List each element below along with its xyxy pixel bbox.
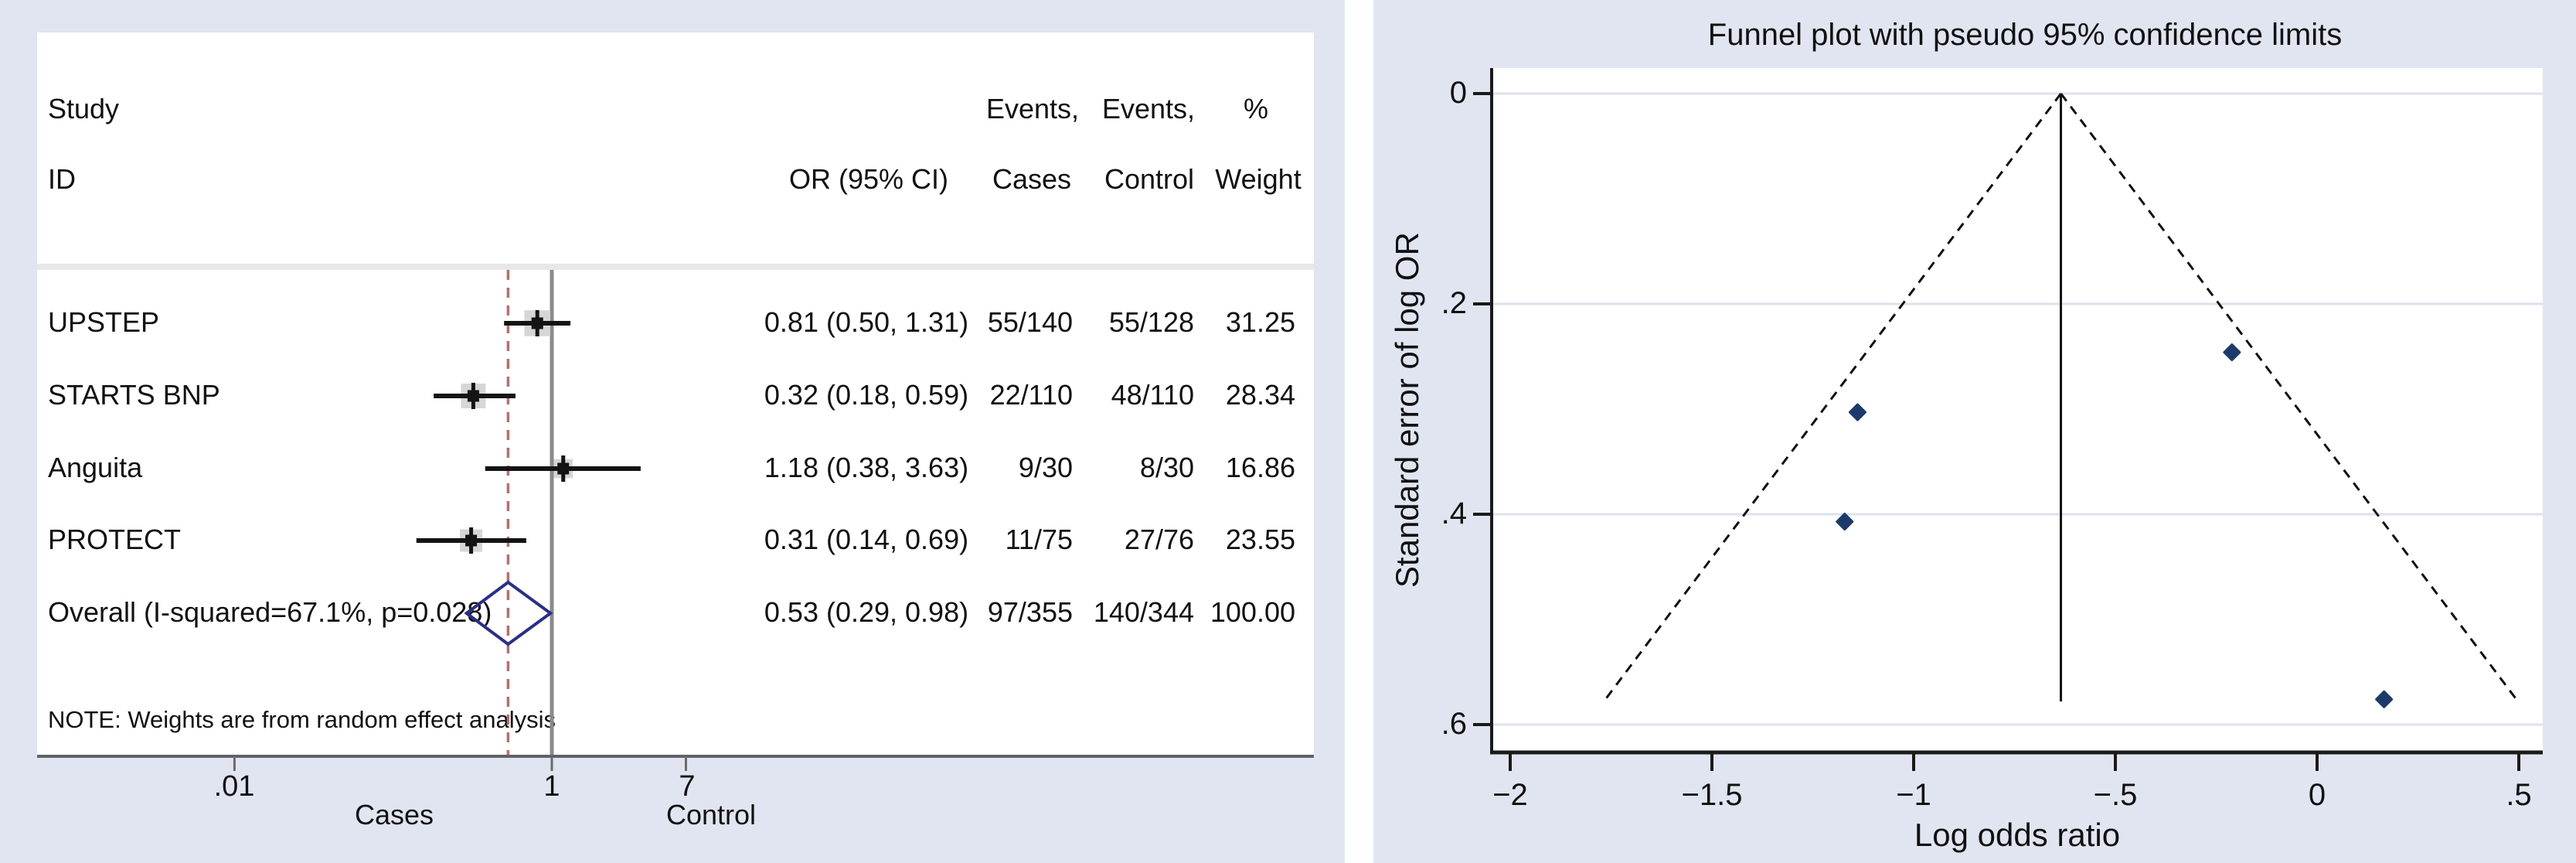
forest-overall-diamond bbox=[464, 580, 553, 646]
funnel-xtick-label--1.5: −1.5 bbox=[1681, 778, 1743, 812]
funnel-title: Funnel plot with pseudo 95% confidence l… bbox=[1707, 18, 2343, 52]
forest-row-weight: 28.34 bbox=[1225, 379, 1295, 411]
funnel-ytick-label-.6: .6 bbox=[1441, 707, 1467, 741]
forest-xtick-label-1: 1 bbox=[543, 770, 560, 803]
funnel-ytick-label-.2: .2 bbox=[1441, 286, 1467, 320]
forest-plot-panel: Study ID Events, Events, % OR (95% CI) C… bbox=[0, 0, 1345, 863]
forest-header-id: ID bbox=[48, 163, 76, 195]
forest-row-label: PROTECT bbox=[48, 524, 182, 555]
funnel-xtick-label--2: −2 bbox=[1492, 778, 1528, 812]
funnel-plot-panel: Funnel plot with pseudo 95% confidence l… bbox=[1373, 0, 2576, 863]
forest-axis-sublabel-control: Control bbox=[665, 799, 757, 831]
forest-row-events-control: 55/128 bbox=[1108, 306, 1194, 338]
funnel-point-anguita bbox=[2375, 690, 2394, 708]
forest-row-events-control: 8/30 bbox=[1139, 452, 1194, 483]
forest-row-label: Anguita bbox=[48, 452, 143, 483]
forest-row-or-ci: 0.31 (0.14, 0.69) bbox=[764, 524, 969, 555]
funnel-xtick-label-0: 0 bbox=[2308, 778, 2326, 812]
forest-row-or-ci: 1.18 (0.38, 3.63) bbox=[764, 452, 969, 483]
forest-overall-weight: 100.00 bbox=[1210, 596, 1295, 628]
funnel-xtick-label-.5: .5 bbox=[2506, 778, 2532, 812]
funnel-xtick-label--.5: −.5 bbox=[2093, 778, 2138, 812]
funnel-xtick-label--1: −1 bbox=[1896, 778, 1931, 812]
forest-point-marker-upstep bbox=[531, 317, 543, 329]
forest-row-events-control: 48/110 bbox=[1111, 379, 1194, 411]
forest-header-events-cases: Events, bbox=[985, 93, 1080, 125]
funnel-pseudo-ci-left bbox=[1602, 93, 2062, 702]
forest-axis-sublabel-cases: Cases bbox=[354, 799, 434, 831]
forest-overall-or-ci: 0.53 (0.29, 0.98) bbox=[764, 596, 969, 628]
forest-row-events-cases: 11/75 bbox=[1005, 524, 1073, 555]
funnel-x-axis-label: Log odds ratio bbox=[1914, 817, 2121, 853]
forest-row-events-cases: 55/140 bbox=[987, 306, 1073, 338]
forest-row-or-ci: 0.32 (0.18, 0.59) bbox=[764, 379, 969, 411]
forest-header-study: Study bbox=[48, 93, 120, 125]
forest-row-weight: 23.55 bbox=[1225, 524, 1295, 555]
forest-point-marker-protect bbox=[465, 534, 478, 547]
forest-row-events-control: 27/76 bbox=[1124, 524, 1194, 555]
forest-row-or-ci: 0.81 (0.50, 1.31) bbox=[764, 306, 969, 338]
forest-row-weight: 31.25 bbox=[1225, 306, 1295, 338]
forest-header-events-control: Events, bbox=[1101, 93, 1196, 125]
funnel-pseudo-ci-right bbox=[2060, 93, 2520, 702]
forest-xtick-label-0.01: .01 bbox=[213, 770, 255, 803]
forest-header-cases: Cases bbox=[992, 163, 1072, 195]
forest-header-percent: % bbox=[1243, 93, 1268, 125]
forest-xtick-label-7: 7 bbox=[679, 770, 696, 803]
forest-overall-events-control: 140/344 bbox=[1093, 596, 1194, 628]
funnel-ytick-label-0: 0 bbox=[1449, 76, 1467, 110]
forest-overall-events-cases: 97/355 bbox=[987, 596, 1073, 628]
funnel-point-protect bbox=[1836, 513, 1854, 531]
forest-row-weight: 16.86 bbox=[1225, 452, 1295, 483]
funnel-point-starts-bnp bbox=[1848, 403, 1866, 421]
forest-graphics-layer bbox=[37, 264, 1314, 771]
forest-header-or-ci: OR (95% CI) bbox=[789, 163, 949, 195]
forest-plot-area bbox=[37, 32, 1314, 757]
funnel-ytick-label-.4: .4 bbox=[1441, 496, 1467, 530]
forest-point-marker-starts-bnp bbox=[467, 390, 479, 402]
funnel-point-upstep bbox=[2223, 343, 2241, 362]
forest-point-marker-anguita bbox=[557, 462, 570, 475]
forest-overall-label: Overall (I-squared=67.1%, p=0.028) bbox=[48, 596, 492, 628]
forest-header-control: Control bbox=[1104, 163, 1195, 195]
forest-row-events-cases: 22/110 bbox=[989, 379, 1073, 411]
forest-header-weight: Weight bbox=[1215, 163, 1302, 195]
forest-row-label: STARTS BNP bbox=[48, 379, 220, 411]
funnel-plot-area bbox=[1492, 68, 2543, 752]
forest-row-label: UPSTEP bbox=[48, 306, 160, 338]
funnel-graphics-layer bbox=[1473, 68, 2543, 771]
forest-row-events-cases: 9/30 bbox=[1018, 452, 1073, 483]
forest-note: NOTE: Weights are from random effect ana… bbox=[48, 706, 556, 733]
